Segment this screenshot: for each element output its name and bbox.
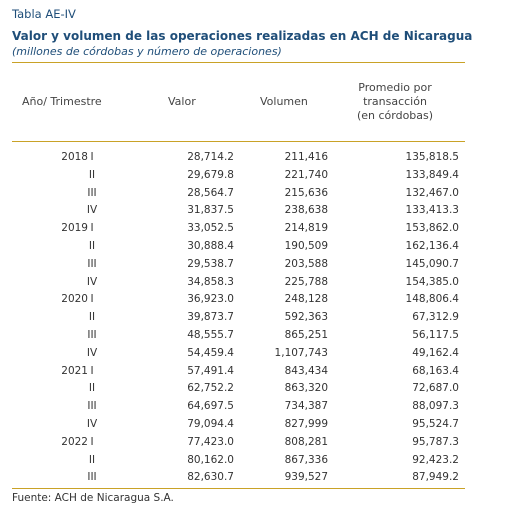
valor: 29,679.8 xyxy=(187,168,234,181)
volumen: 211,416 xyxy=(284,151,328,163)
volumen: 238,638 xyxy=(284,204,328,217)
promedio: 154,385.0 xyxy=(405,275,459,288)
volumen: 592,363 xyxy=(284,311,328,324)
column-header: Promedio por xyxy=(358,81,432,94)
quarter: III xyxy=(87,329,97,341)
valor: 82,630.7 xyxy=(187,471,234,484)
volumen: 248,128 xyxy=(284,293,328,306)
valor: 79,094.4 xyxy=(187,418,234,430)
valor: 31,837.5 xyxy=(187,204,234,217)
valor: 77,423.0 xyxy=(187,435,234,448)
volumen: 843,434 xyxy=(284,364,328,377)
volumen: 221,740 xyxy=(284,168,328,181)
valor: 34,858.3 xyxy=(187,275,234,288)
year: 2022 xyxy=(61,435,88,448)
quarter: IV xyxy=(86,204,98,217)
promedio: 132,467.0 xyxy=(405,186,459,199)
quarter: II xyxy=(88,311,96,324)
promedio: 133,413.3 xyxy=(405,204,459,217)
table-subtitle: (millones de córdobas y número de operac… xyxy=(12,45,282,58)
promedio: 135,818.5 xyxy=(405,151,459,163)
volumen: 865,251 xyxy=(284,329,328,341)
quarter: II xyxy=(88,382,96,395)
column-header: (en córdobas) xyxy=(356,109,434,122)
year: 2021 xyxy=(61,364,88,377)
volumen: 827,999 xyxy=(284,418,328,430)
valor: 39,873.7 xyxy=(187,311,234,324)
promedio: 49,162.4 xyxy=(412,346,459,359)
rule xyxy=(12,62,465,63)
table-title: Valor y volumen de las operaciones reali… xyxy=(12,29,473,43)
promedio: 148,806.4 xyxy=(405,293,459,306)
volumen: 190,509 xyxy=(284,240,328,252)
column-header: transacción xyxy=(363,95,427,108)
volumen: 203,588 xyxy=(284,257,328,270)
volumen: 1,107,743 xyxy=(274,346,328,359)
promedio: 133,849.4 xyxy=(405,168,459,181)
promedio: 88,097.3 xyxy=(412,400,459,413)
promedio: 92,423.2 xyxy=(412,453,459,466)
valor: 36,923.0 xyxy=(187,293,234,306)
valor: 28,714.2 xyxy=(187,151,234,163)
year: 2020 xyxy=(61,293,88,306)
promedio: 95,524.7 xyxy=(412,418,459,430)
rule xyxy=(12,141,465,142)
quarter: II xyxy=(88,453,96,466)
promedio: 87,949.2 xyxy=(412,471,459,484)
promedio: 56,117.5 xyxy=(412,329,459,341)
valor: 54,459.4 xyxy=(187,346,234,359)
volumen: 225,788 xyxy=(284,275,328,288)
quarter: III xyxy=(87,186,97,199)
volumen: 939,527 xyxy=(284,471,328,484)
rule xyxy=(12,488,465,489)
quarter: III xyxy=(87,257,97,270)
valor: 64,697.5 xyxy=(187,400,234,413)
valor: 33,052.5 xyxy=(187,222,234,235)
valor: 29,538.7 xyxy=(187,257,234,270)
volumen: 863,320 xyxy=(284,382,328,395)
quarter: I xyxy=(90,364,94,377)
promedio: 145,090.7 xyxy=(405,257,459,270)
volumen: 867,336 xyxy=(284,453,328,466)
quarter: IV xyxy=(86,275,98,288)
quarter: I xyxy=(90,293,94,306)
quarter: I xyxy=(90,435,94,448)
year: 2019 xyxy=(61,222,88,235)
promedio: 68,163.4 xyxy=(412,364,459,377)
quarter: III xyxy=(87,400,97,413)
volumen: 215,636 xyxy=(284,186,328,199)
valor: 62,752.2 xyxy=(187,382,234,395)
footer: Fuente: ACH de Nicaragua S.A. xyxy=(12,492,174,504)
valor: 80,162.0 xyxy=(187,453,234,466)
volumen: 808,281 xyxy=(284,435,328,448)
valor: 48,555.7 xyxy=(187,329,234,341)
promedio: 72,687.0 xyxy=(412,382,459,395)
quarter: I xyxy=(90,151,94,163)
valor: 30,888.4 xyxy=(187,240,234,252)
volumen: 734,387 xyxy=(284,400,328,413)
column-header: Año/ Trimestre xyxy=(22,95,102,108)
quarter: I xyxy=(90,222,94,235)
promedio: 67,312.9 xyxy=(412,311,459,324)
promedio: 153,862.0 xyxy=(405,222,459,235)
promedio: 95,787.3 xyxy=(412,435,459,448)
year: 2018 xyxy=(61,151,88,163)
valor: 28,564.7 xyxy=(187,186,234,199)
table-label: Tabla AE-IV xyxy=(12,7,76,21)
quarter: II xyxy=(88,240,96,252)
column-header: Volumen xyxy=(260,95,308,108)
valor: 57,491.4 xyxy=(187,364,234,377)
promedio: 162,136.4 xyxy=(405,240,459,252)
quarter: IV xyxy=(86,418,98,430)
column-header: Valor xyxy=(168,95,196,108)
quarter: IV xyxy=(86,346,98,359)
quarter: II xyxy=(88,168,96,181)
volumen: 214,819 xyxy=(284,222,328,235)
quarter: III xyxy=(87,471,97,484)
